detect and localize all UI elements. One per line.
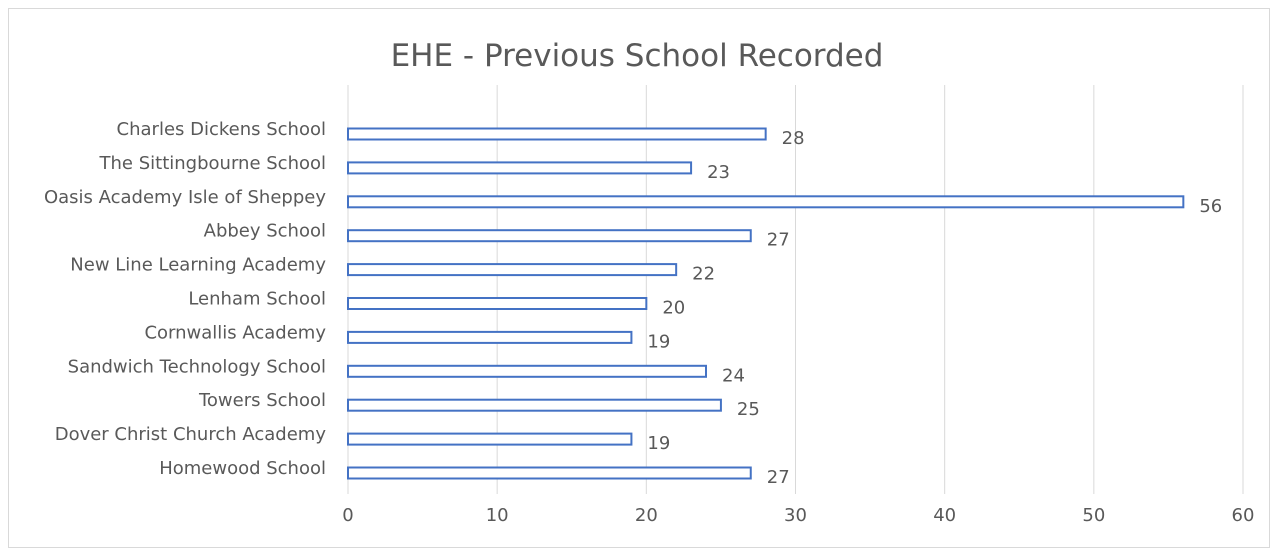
data-label-9: 25: [737, 399, 760, 420]
data-label-6: 20: [662, 298, 685, 319]
x-tick-label-0: 0: [342, 505, 353, 526]
x-tick-label-10: 10: [486, 505, 509, 526]
data-label-7: 19: [647, 331, 670, 352]
category-label-3: Oasis Academy Isle of Sheppey: [44, 187, 326, 208]
x-tick-label-40: 40: [933, 505, 956, 526]
bar-4: [347, 229, 752, 243]
bar-7: [347, 330, 633, 344]
category-label-1: Charles Dickens School: [117, 119, 326, 140]
data-label-3: 56: [1199, 196, 1222, 217]
category-label-8: Sandwich Technology School: [68, 356, 326, 377]
category-label-10: Dover Christ Church Academy: [55, 424, 327, 445]
x-tick-label-60: 60: [1232, 505, 1255, 526]
x-tick-label-30: 30: [784, 505, 807, 526]
bar-9: [347, 398, 722, 412]
data-label-5: 22: [692, 264, 715, 285]
x-tick-label-20: 20: [635, 505, 658, 526]
bar-5: [347, 263, 678, 277]
chart-title: EHE - Previous School Recorded: [390, 38, 884, 74]
bar-10: [347, 432, 633, 446]
data-label-10: 19: [647, 433, 670, 454]
data-label-4: 27: [767, 230, 790, 251]
data-label-1: 28: [782, 128, 805, 149]
bar-6: [347, 297, 648, 310]
category-label-11: Homewood School: [159, 458, 326, 479]
category-label-6: Lenham School: [188, 289, 326, 310]
category-label-4: Abbey School: [204, 221, 326, 242]
bar-3: [347, 195, 1185, 209]
bar-2: [347, 161, 693, 175]
bars: [347, 127, 1185, 480]
data-label-2: 23: [707, 162, 730, 183]
bar-8: [347, 364, 707, 378]
category-label-5: New Line Learning Academy: [70, 255, 326, 276]
x-tick-label-50: 50: [1082, 505, 1105, 526]
category-label-7: Cornwallis Academy: [144, 322, 326, 343]
data-label-8: 24: [722, 365, 745, 386]
labels: 0 10 20 30 40 50 60 Charles Dickens School 28 The…: [44, 119, 1255, 526]
data-label-11: 27: [767, 467, 790, 488]
bar-11: [347, 466, 752, 480]
category-label-2: The Sittingbourne School: [99, 153, 326, 174]
gridlines: [347, 85, 1244, 494]
category-label-9: Towers School: [198, 390, 326, 411]
bar-chart: 0 10 20 30 40 50 60 Charles Dickens School 28 The…: [44, 85, 1255, 526]
bar-1: [347, 127, 767, 141]
